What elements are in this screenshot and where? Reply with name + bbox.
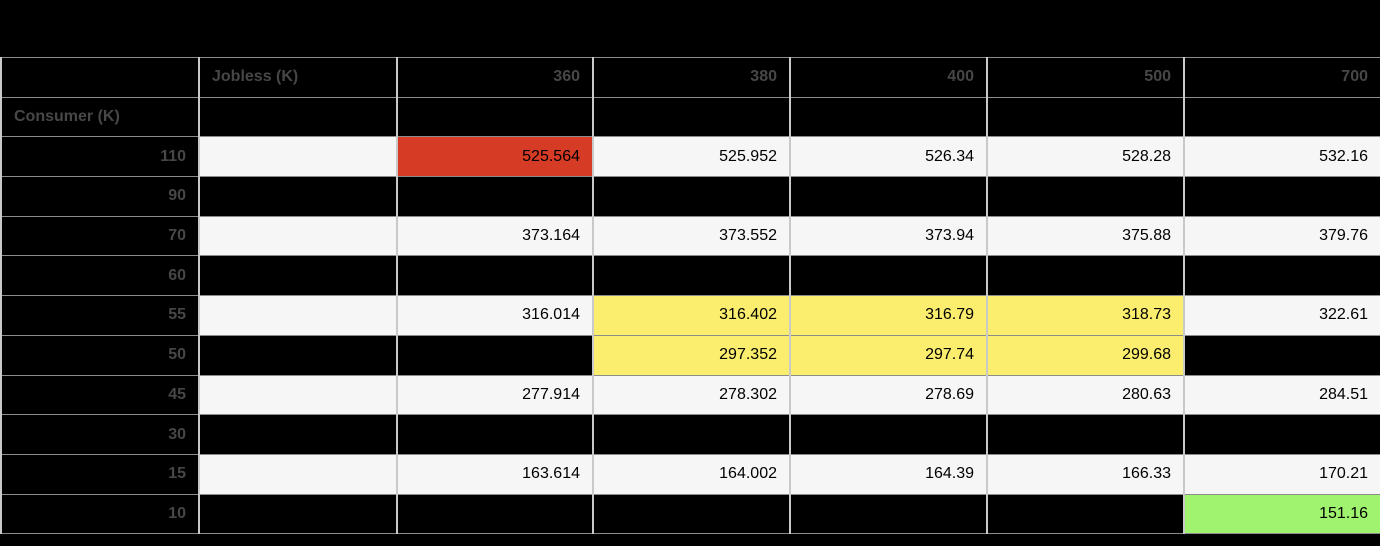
row-label-cell-70[interactable]: 70 — [0, 215, 200, 257]
table-row-10: 10 151.16 — [0, 493, 1380, 535]
value-cell-110-500[interactable]: 528.28 — [986, 136, 1185, 178]
empty-cell[interactable] — [986, 96, 1185, 138]
empty-cell[interactable] — [396, 255, 594, 297]
empty-cell[interactable] — [789, 96, 988, 138]
jobless-header-cell[interactable]: Jobless (K) — [198, 57, 398, 98]
table-row-70: 70 373.164 373.552 373.94 375.88 379.76 — [0, 215, 1380, 257]
value-cell-110-380[interactable]: 525.952 — [592, 136, 791, 178]
empty-cell[interactable] — [198, 414, 398, 455]
value-cell-70-380[interactable]: 373.552 — [592, 215, 791, 257]
empty-cell[interactable] — [592, 414, 791, 455]
empty-cell[interactable] — [986, 414, 1185, 455]
column-header-cell-400[interactable]: 400 — [789, 57, 988, 98]
value-cell-110-360[interactable]: 525.564 — [396, 136, 594, 178]
empty-cell[interactable] — [789, 255, 988, 297]
empty-cell[interactable] — [789, 414, 988, 455]
empty-cell[interactable] — [198, 136, 398, 178]
empty-cell[interactable] — [1183, 176, 1380, 217]
row-label-cell-30[interactable]: 30 — [0, 414, 200, 455]
row-label-cell-90[interactable]: 90 — [0, 176, 200, 217]
empty-cell[interactable] — [198, 334, 398, 376]
row-label-cell-10[interactable]: 10 — [0, 493, 200, 535]
empty-cell[interactable] — [198, 295, 398, 336]
value-cell-15-700[interactable]: 170.21 — [1183, 453, 1380, 495]
empty-cell[interactable] — [396, 334, 594, 376]
corner-cell[interactable] — [0, 57, 200, 98]
empty-cell[interactable] — [592, 176, 791, 217]
value-cell-10-700[interactable]: 151.16 — [1183, 493, 1380, 535]
empty-cell[interactable] — [198, 493, 398, 535]
column-header-cell-700[interactable]: 700 — [1183, 57, 1380, 98]
empty-cell[interactable] — [592, 96, 791, 138]
empty-cell[interactable] — [1183, 414, 1380, 455]
value-cell-70-700[interactable]: 379.76 — [1183, 215, 1380, 257]
row-label-cell-55[interactable]: 55 — [0, 295, 200, 336]
empty-cell[interactable] — [198, 215, 398, 257]
empty-cell[interactable] — [592, 493, 791, 535]
column-header-cell-500[interactable]: 500 — [986, 57, 1185, 98]
row-label-cell-60[interactable]: 60 — [0, 255, 200, 297]
value-cell-15-380[interactable]: 164.002 — [592, 453, 791, 495]
value-cell-55-700[interactable]: 322.61 — [1183, 295, 1380, 336]
empty-cell[interactable] — [592, 255, 791, 297]
row-label-cell-45[interactable]: 45 — [0, 374, 200, 416]
value-cell-45-360[interactable]: 277.914 — [396, 374, 594, 416]
table-row-50: 50 297.352 297.74 299.68 — [0, 334, 1380, 376]
value-cell-55-380[interactable]: 316.402 — [592, 295, 791, 336]
table-row-55: 55 316.014 316.402 316.79 318.73 322.61 — [0, 295, 1380, 336]
value-cell-45-700[interactable]: 284.51 — [1183, 374, 1380, 416]
value-cell-110-700[interactable]: 532.16 — [1183, 136, 1380, 178]
empty-cell[interactable] — [986, 493, 1185, 535]
empty-cell[interactable] — [198, 176, 398, 217]
table-row-15: 15 163.614 164.002 164.39 166.33 170.21 — [0, 453, 1380, 495]
empty-cell[interactable] — [396, 96, 594, 138]
table-row-60: 60 — [0, 255, 1380, 297]
table-row-30: 30 — [0, 414, 1380, 455]
empty-cell[interactable] — [198, 374, 398, 416]
value-cell-15-500[interactable]: 166.33 — [986, 453, 1185, 495]
value-cell-50-380[interactable]: 297.352 — [592, 334, 791, 376]
empty-cell[interactable] — [1183, 255, 1380, 297]
empty-cell[interactable] — [789, 176, 988, 217]
value-cell-50-500[interactable]: 299.68 — [986, 334, 1185, 376]
header-row: Jobless (K) 360 380 400 500 700 — [0, 57, 1380, 98]
empty-cell[interactable] — [396, 176, 594, 217]
top-black-band — [0, 0, 1380, 57]
column-header-cell-380[interactable]: 380 — [592, 57, 791, 98]
row-label-cell-50[interactable]: 50 — [0, 334, 200, 376]
value-cell-55-500[interactable]: 318.73 — [986, 295, 1185, 336]
value-cell-45-380[interactable]: 278.302 — [592, 374, 791, 416]
value-cell-70-400[interactable]: 373.94 — [789, 215, 988, 257]
value-cell-70-360[interactable]: 373.164 — [396, 215, 594, 257]
empty-cell[interactable] — [986, 255, 1185, 297]
value-cell-55-400[interactable]: 316.79 — [789, 295, 988, 336]
spreadsheet-table: Jobless (K) 360 380 400 500 700 Consumer (K) 1… — [0, 57, 1380, 535]
consumer-header-row: Consumer (K) — [0, 96, 1380, 138]
value-cell-110-400[interactable]: 526.34 — [789, 136, 988, 178]
value-cell-15-400[interactable]: 164.39 — [789, 453, 988, 495]
row-label-cell-110[interactable]: 110 — [0, 136, 200, 178]
empty-cell[interactable] — [396, 493, 594, 535]
empty-cell[interactable] — [198, 255, 398, 297]
value-cell-55-360[interactable]: 316.014 — [396, 295, 594, 336]
value-cell-15-360[interactable]: 163.614 — [396, 453, 594, 495]
table-row-90: 90 — [0, 176, 1380, 217]
table-row-110: 110 525.564 525.952 526.34 528.28 532.16 — [0, 136, 1380, 178]
column-header-cell-360[interactable]: 360 — [396, 57, 594, 98]
empty-cell[interactable] — [789, 493, 988, 535]
empty-cell[interactable] — [1183, 334, 1380, 376]
value-cell-45-400[interactable]: 278.69 — [789, 374, 988, 416]
value-cell-70-500[interactable]: 375.88 — [986, 215, 1185, 257]
empty-cell[interactable] — [198, 96, 398, 138]
table-row-45: 45 277.914 278.302 278.69 280.63 284.51 — [0, 374, 1380, 416]
value-cell-45-500[interactable]: 280.63 — [986, 374, 1185, 416]
empty-cell[interactable] — [986, 176, 1185, 217]
row-label-cell-15[interactable]: 15 — [0, 453, 200, 495]
empty-cell[interactable] — [198, 453, 398, 495]
empty-cell[interactable] — [396, 414, 594, 455]
empty-cell[interactable] — [1183, 96, 1380, 138]
value-cell-50-400[interactable]: 297.74 — [789, 334, 988, 376]
consumer-header-cell[interactable]: Consumer (K) — [0, 96, 200, 138]
